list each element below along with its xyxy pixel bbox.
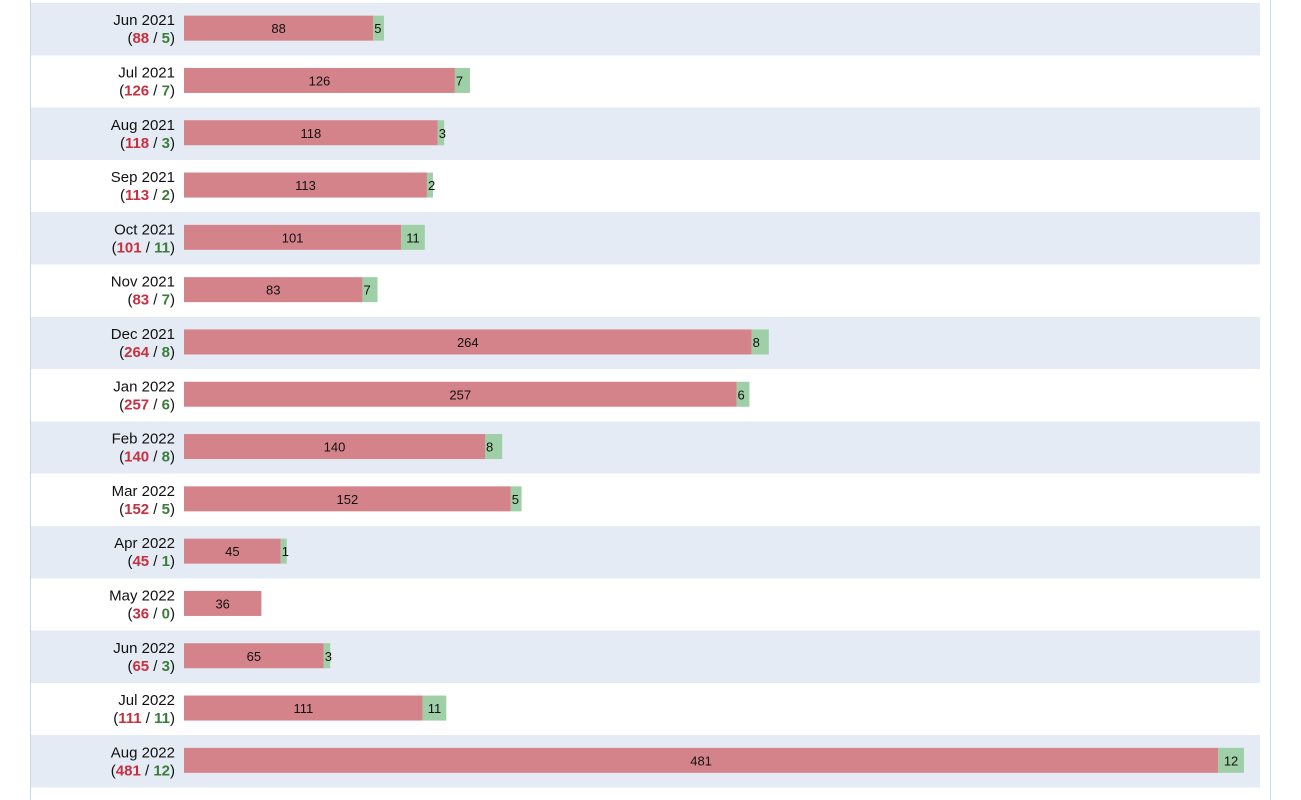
bar-green bbox=[426, 172, 433, 198]
bar-red-label: 36 bbox=[215, 596, 229, 611]
bar-red bbox=[184, 381, 737, 407]
bar-green bbox=[736, 381, 750, 407]
bar-red bbox=[184, 538, 281, 564]
category-counts: (65 / 3) bbox=[127, 658, 175, 675]
bar-red-label: 264 bbox=[457, 335, 479, 350]
bar-red-label: 113 bbox=[295, 178, 316, 193]
bar-green-label: 5 bbox=[512, 492, 519, 507]
category-counts: (113 / 2) bbox=[120, 187, 175, 204]
bar-green-label: 8 bbox=[753, 335, 760, 350]
bar-red-label: 140 bbox=[324, 440, 346, 455]
bar-red bbox=[184, 67, 455, 93]
category-label: Oct 2021 bbox=[114, 221, 175, 238]
category-label: Dec 2021 bbox=[111, 326, 175, 343]
category-label: Jul 2021 bbox=[118, 64, 175, 81]
bar-green bbox=[454, 67, 470, 93]
category-label: Nov 2021 bbox=[111, 274, 175, 291]
category-label: Aug 2021 bbox=[111, 117, 175, 134]
bar-green-label: 3 bbox=[325, 649, 332, 664]
bar-red bbox=[184, 695, 423, 721]
bar-red bbox=[184, 590, 262, 616]
category-label: Mar 2022 bbox=[112, 483, 175, 500]
bar-red bbox=[184, 15, 374, 41]
bar-red bbox=[184, 329, 752, 355]
bar-red-label: 152 bbox=[337, 492, 359, 507]
bar-green bbox=[323, 643, 331, 669]
bar-green-label: 11 bbox=[406, 230, 420, 245]
bar-red-label: 481 bbox=[690, 753, 712, 768]
chart-frame bbox=[30, 0, 1271, 800]
bar-green bbox=[280, 538, 287, 564]
category-counts: (481 / 12) bbox=[111, 762, 175, 779]
category-counts: (152 / 5) bbox=[119, 501, 175, 518]
category-label: Aug 2022 bbox=[111, 744, 175, 761]
bar-green-label: 8 bbox=[486, 440, 493, 455]
category-label: Jul 2022 bbox=[118, 692, 175, 709]
bar-green bbox=[1218, 747, 1244, 773]
bar-green-label: 12 bbox=[1224, 753, 1238, 768]
bar-green bbox=[485, 434, 503, 460]
category-counts: (111 / 11) bbox=[113, 710, 175, 727]
bar-red-label: 83 bbox=[266, 283, 280, 298]
bar-green-label: 7 bbox=[456, 73, 463, 88]
bar-red-label: 88 bbox=[271, 21, 285, 36]
bar-green bbox=[751, 329, 769, 355]
category-counts: (126 / 7) bbox=[119, 82, 175, 99]
category-label: Apr 2022 bbox=[114, 535, 175, 552]
bar-red-label: 111 bbox=[293, 701, 313, 716]
bar-green-label: 2 bbox=[428, 178, 435, 193]
bar-red bbox=[184, 747, 1219, 773]
bar-green bbox=[422, 695, 447, 721]
bar-green bbox=[510, 486, 522, 512]
bar-green-label: 7 bbox=[363, 283, 370, 298]
category-label: Jun 2021 bbox=[113, 12, 175, 29]
category-counts: (140 / 8) bbox=[119, 449, 175, 466]
category-counts: (83 / 7) bbox=[127, 292, 175, 309]
bar-green-label: 6 bbox=[738, 387, 745, 402]
bar-red-label: 65 bbox=[247, 649, 261, 664]
bar-green bbox=[362, 277, 378, 303]
category-counts: (101 / 11) bbox=[112, 239, 175, 256]
bar-green-label: 3 bbox=[439, 126, 446, 141]
category-counts: (257 / 6) bbox=[119, 396, 175, 413]
bar-red-label: 101 bbox=[282, 230, 304, 245]
bar-red bbox=[184, 224, 402, 250]
bar-red-label: 45 bbox=[225, 544, 239, 559]
category-label: Jun 2022 bbox=[113, 640, 175, 657]
bar-red bbox=[184, 277, 363, 303]
category-counts: (36 / 0) bbox=[127, 605, 175, 622]
bar-green-label: 11 bbox=[428, 701, 442, 716]
bar-green bbox=[373, 15, 384, 41]
bar-green-label: 5 bbox=[374, 21, 381, 36]
bar-red-label: 257 bbox=[449, 387, 471, 402]
category-counts: (88 / 5) bbox=[127, 30, 175, 47]
category-label: May 2022 bbox=[109, 587, 175, 604]
category-counts: (45 / 1) bbox=[127, 553, 175, 570]
bar-red-label: 126 bbox=[309, 73, 331, 88]
bar-green bbox=[437, 120, 445, 146]
bar-green bbox=[401, 224, 425, 250]
bar-red bbox=[184, 643, 324, 669]
category-label: Feb 2022 bbox=[112, 431, 175, 448]
bar-red bbox=[184, 172, 427, 198]
bar-red bbox=[184, 120, 438, 146]
bar-red bbox=[184, 486, 511, 512]
bar-green-label: 1 bbox=[282, 544, 289, 559]
bar-red bbox=[184, 434, 485, 460]
category-label: Sep 2021 bbox=[111, 169, 175, 186]
category-label: Jan 2022 bbox=[113, 378, 175, 395]
bar-red-label: 118 bbox=[300, 126, 321, 141]
category-counts: (264 / 8) bbox=[119, 344, 175, 361]
category-counts: (118 / 3) bbox=[120, 135, 175, 152]
